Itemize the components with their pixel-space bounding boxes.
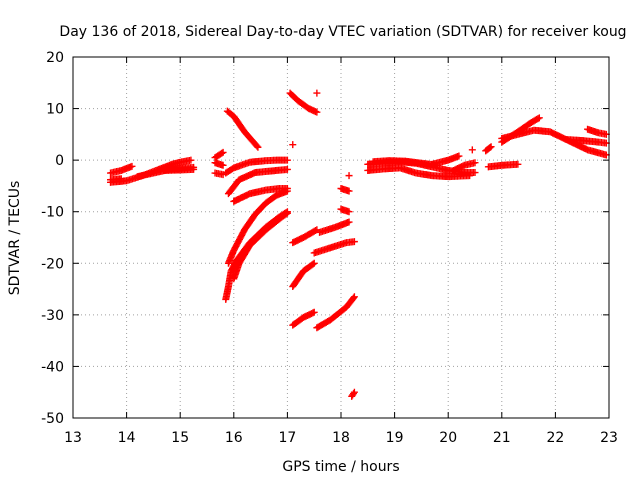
data-point bbox=[471, 159, 479, 167]
data-point bbox=[309, 260, 317, 268]
data-point bbox=[283, 187, 291, 195]
x-tick-label: 21 bbox=[493, 430, 511, 446]
data-point bbox=[128, 162, 136, 170]
data-point bbox=[534, 115, 542, 123]
data-point bbox=[466, 172, 474, 180]
data-point bbox=[468, 146, 476, 154]
data-point bbox=[350, 293, 358, 301]
y-tick-label: -40 bbox=[41, 359, 64, 375]
data-point bbox=[350, 294, 358, 302]
data-point bbox=[219, 161, 227, 169]
data-point bbox=[350, 388, 358, 396]
data-point bbox=[253, 142, 261, 150]
x-tick-label: 18 bbox=[332, 430, 350, 446]
data-point bbox=[455, 152, 463, 160]
x-tick-label: 15 bbox=[171, 430, 189, 446]
chart-title: Day 136 of 2018, Sidereal Day-to-day VTE… bbox=[59, 24, 626, 40]
data-point bbox=[312, 227, 320, 235]
y-tick-label: -20 bbox=[41, 256, 64, 272]
x-tick-label: 22 bbox=[546, 430, 564, 446]
y-tick-label: -10 bbox=[41, 205, 64, 221]
y-tick-label: 0 bbox=[55, 153, 64, 169]
y-tick-label: -50 bbox=[41, 411, 64, 427]
data-point bbox=[535, 114, 543, 122]
x-tick-label: 14 bbox=[118, 430, 136, 446]
data-point bbox=[219, 148, 227, 156]
data-point bbox=[218, 149, 226, 157]
data-point bbox=[254, 143, 262, 151]
data-point bbox=[283, 165, 291, 173]
y-tick-label: -30 bbox=[41, 308, 64, 324]
x-axis-title: GPS time / hours bbox=[282, 459, 399, 475]
y-tick-label: 20 bbox=[46, 50, 64, 66]
x-tick-label: 17 bbox=[278, 430, 296, 446]
data-point bbox=[313, 108, 321, 116]
data-point bbox=[283, 156, 291, 164]
data-point bbox=[350, 238, 358, 246]
x-tick-label: 19 bbox=[386, 430, 404, 446]
x-tick-label: 23 bbox=[600, 430, 618, 446]
data-point bbox=[289, 141, 297, 149]
data-point bbox=[345, 218, 353, 226]
data-point bbox=[345, 208, 353, 216]
data-point bbox=[283, 209, 291, 217]
y-tick-label: 10 bbox=[46, 102, 64, 118]
data-point bbox=[487, 143, 495, 151]
x-tick-label: 16 bbox=[225, 430, 243, 446]
data-point bbox=[486, 144, 494, 152]
data-point bbox=[471, 169, 479, 177]
data-point bbox=[310, 308, 318, 316]
x-tick-label: 13 bbox=[64, 430, 82, 446]
data-point bbox=[345, 187, 353, 195]
y-axis-title: SDTVAR / TECUs bbox=[7, 181, 23, 296]
data-point bbox=[187, 156, 195, 164]
data-point bbox=[190, 165, 198, 173]
data-point bbox=[514, 160, 522, 168]
data-point bbox=[310, 259, 318, 267]
x-tick-label: 20 bbox=[439, 430, 457, 446]
grid bbox=[73, 57, 609, 418]
data-point bbox=[282, 210, 290, 218]
data-point bbox=[345, 172, 353, 180]
data-point bbox=[313, 89, 321, 97]
data-point bbox=[350, 390, 358, 398]
axis-ticks: 13 14 15 16 17 18 19 20 21 22 23 -50 -40 -30 -20 -10 0 10… bbox=[41, 50, 618, 446]
data-points bbox=[107, 89, 610, 400]
